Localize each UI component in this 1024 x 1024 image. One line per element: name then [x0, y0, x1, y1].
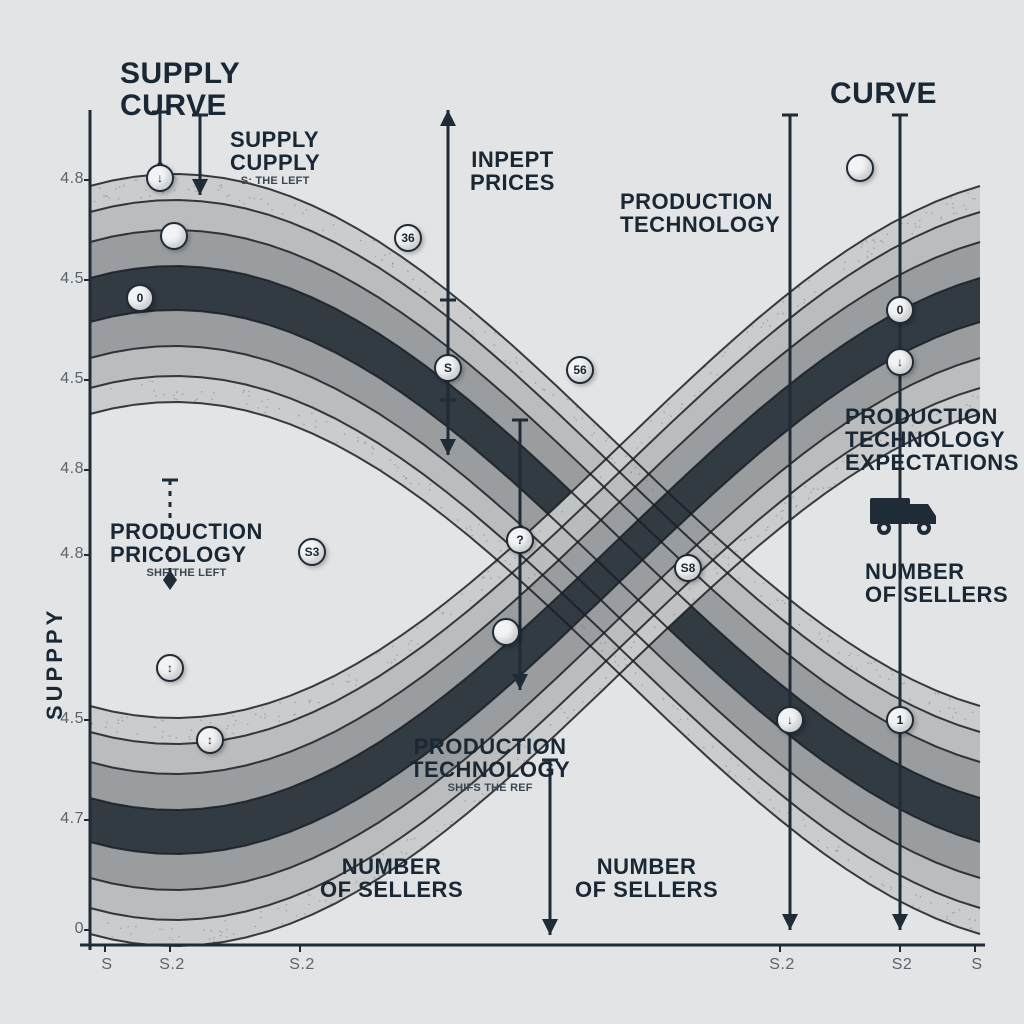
x-tick: S.2 [762, 956, 802, 974]
x-tick: S [957, 956, 997, 974]
badge-13: 0 [886, 296, 914, 324]
badge-12: ↓ [776, 706, 804, 734]
badge-9: ↕ [156, 654, 184, 682]
y-tick: 4.5 [48, 370, 84, 388]
y-tick: 4.8 [48, 545, 84, 563]
badge-1 [160, 222, 188, 250]
badge-6: ? [506, 526, 534, 554]
diagram-svg [0, 0, 1024, 1024]
badge-8: S3 [298, 538, 326, 566]
badge-11 [492, 618, 520, 646]
badge-10: ↕ [196, 726, 224, 754]
badge-4: S [434, 354, 462, 382]
y-tick: 0 [48, 920, 84, 938]
y-tick: 4.7 [48, 810, 84, 828]
badge-2: 0 [126, 284, 154, 312]
badge-5: 56 [566, 356, 594, 384]
x-tick: S.2 [152, 956, 192, 974]
badge-15: 1 [886, 706, 914, 734]
y-tick: 4.8 [48, 170, 84, 188]
badge-3: 36 [394, 224, 422, 252]
y-tick: 4.5 [48, 710, 84, 728]
badge-14: ↓ [886, 348, 914, 376]
diagram-stage: SUPPPY 4.84.54.54.84.84.54.70SS.2S.2S.2S… [0, 0, 1024, 1024]
y-tick: 4.5 [48, 270, 84, 288]
x-tick: S2 [882, 956, 922, 974]
y-tick: 4.8 [48, 460, 84, 478]
x-tick: S [87, 956, 127, 974]
badge-0: ↓ [146, 164, 174, 192]
badge-16 [846, 154, 874, 182]
x-tick: S.2 [282, 956, 322, 974]
y-axis-label: SUPPPY [42, 607, 68, 720]
badge-7: S8 [674, 554, 702, 582]
